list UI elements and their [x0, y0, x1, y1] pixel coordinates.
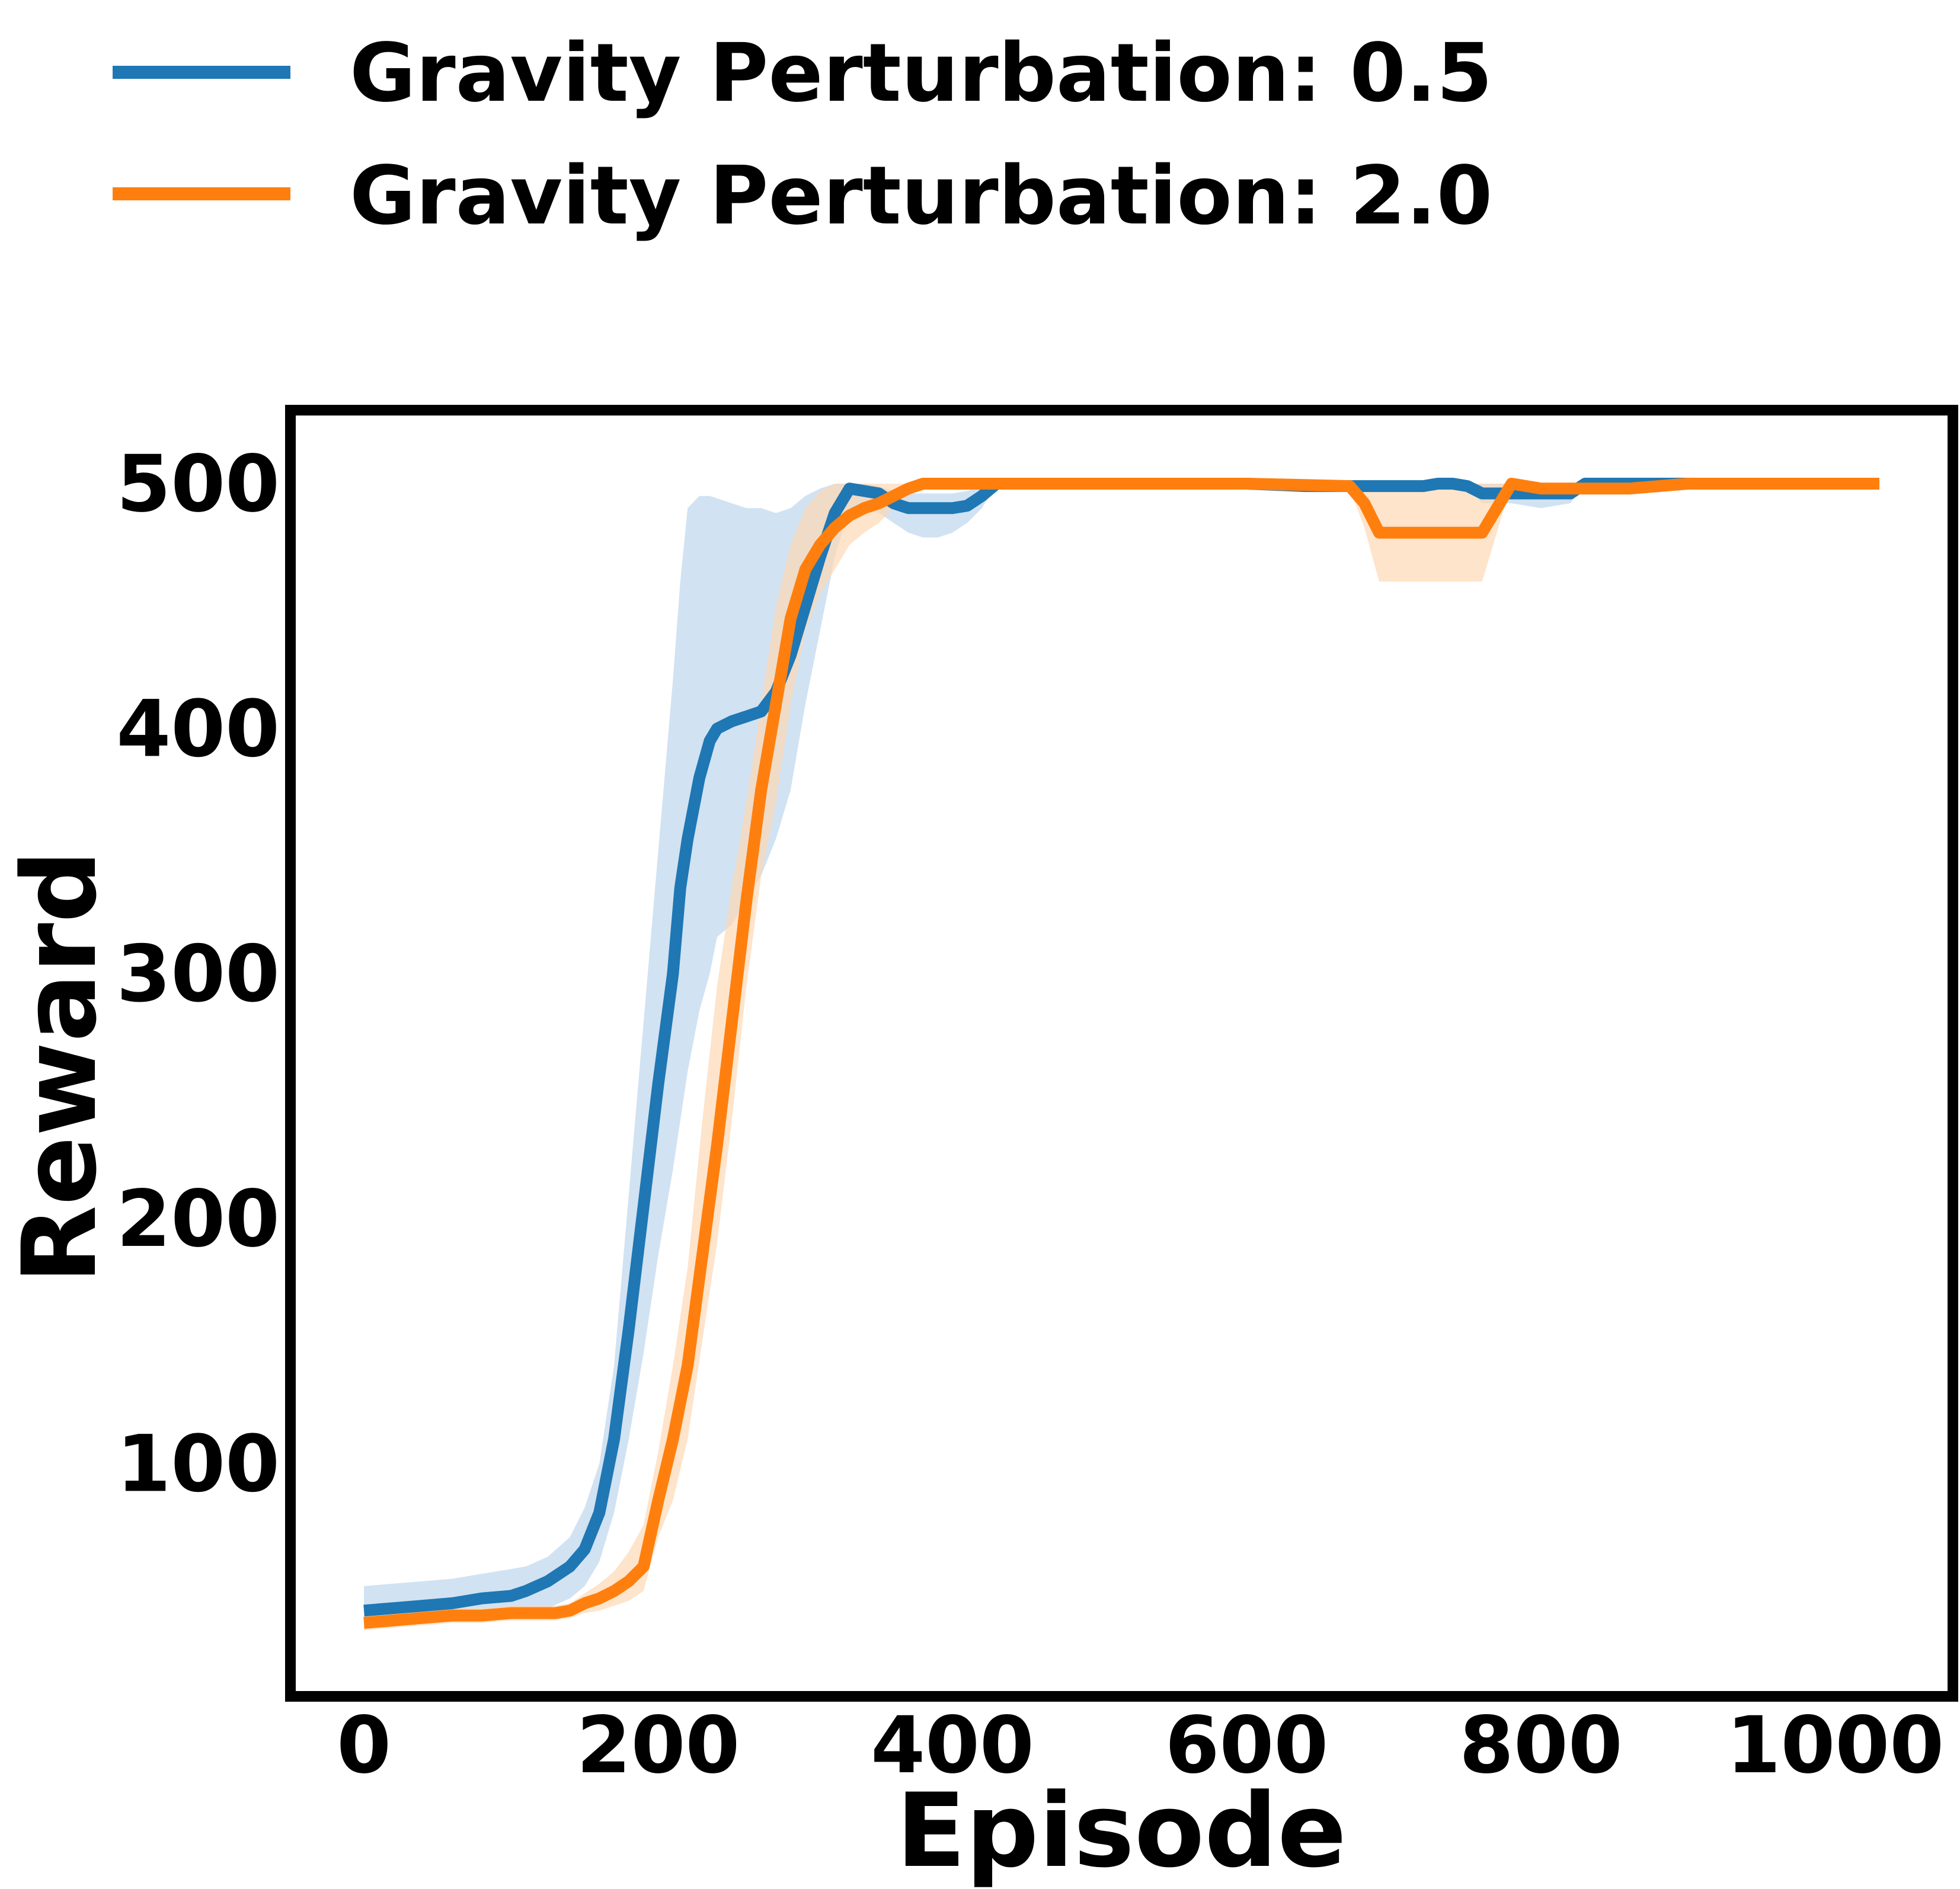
x-tick-label: 600 [1165, 1700, 1329, 1791]
x-tick-label: 200 [577, 1700, 740, 1791]
x-tick-label: 400 [871, 1700, 1034, 1791]
line-series-0 [363, 478, 1879, 1617]
y-tick-label: 300 [116, 929, 280, 1020]
y-axis-ticks: 100 200 300 400 500 [116, 439, 280, 1510]
legend-label-series-0: Gravity Perturbation: 0.5 [350, 27, 1492, 120]
x-tick-label: 0 [337, 1700, 391, 1791]
band-series-0 [364, 484, 1879, 1628]
confidence-bands [364, 484, 1879, 1631]
series-lines [363, 478, 1879, 1629]
y-axis-label: Reward [0, 850, 119, 1284]
legend: Gravity Perturbation: 0.5 Gravity Pertur… [113, 27, 1492, 243]
x-axis-label: Episode [896, 1771, 1347, 1889]
x-axis-ticks: 0 200 400 600 800 1000 [337, 1700, 1944, 1791]
band-series-1 [364, 484, 1879, 1631]
plot-frame [285, 405, 1958, 1702]
y-tick-label: 200 [116, 1174, 280, 1265]
line-series-1 [363, 478, 1879, 1629]
y-tick-label: 400 [116, 683, 280, 775]
y-tick-label: 100 [116, 1418, 280, 1510]
legend-label-series-1: Gravity Perturbation: 2.0 [350, 149, 1492, 243]
y-tick-label: 500 [116, 439, 280, 530]
x-tick-label: 800 [1459, 1700, 1623, 1791]
x-tick-label: 1000 [1726, 1700, 1944, 1791]
